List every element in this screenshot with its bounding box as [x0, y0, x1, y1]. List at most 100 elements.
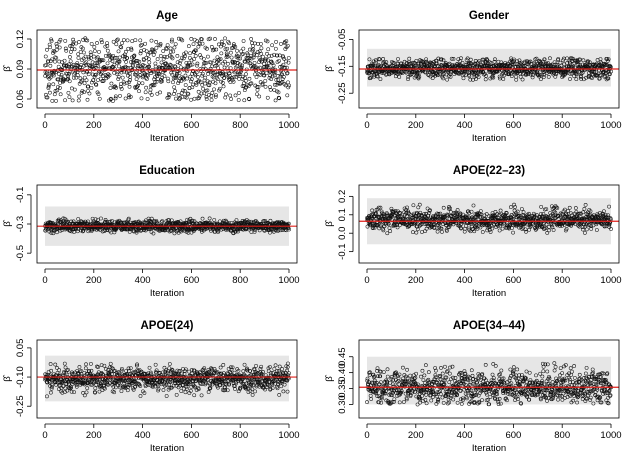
sample-point	[256, 85, 261, 89]
sample-point	[254, 363, 258, 368]
sample-point	[225, 388, 230, 393]
sample-point	[586, 223, 591, 227]
sample-point	[184, 50, 188, 55]
sample-point	[135, 362, 139, 367]
sample-point	[434, 61, 439, 66]
sample-point	[96, 92, 101, 96]
sample-point	[48, 45, 53, 50]
sample-point	[111, 39, 116, 44]
sample-point	[467, 72, 471, 77]
sample-point	[262, 73, 267, 78]
sample-point	[105, 44, 110, 48]
sample-point	[78, 76, 83, 81]
sample-point	[50, 57, 54, 62]
sample-point	[222, 75, 227, 80]
sample-point	[485, 58, 489, 62]
sample-point	[565, 56, 569, 61]
sample-point	[138, 73, 142, 77]
sample-point	[151, 231, 156, 236]
sample-point	[172, 92, 176, 96]
sample-point	[556, 57, 561, 61]
sample-point	[80, 46, 85, 51]
sample-point	[99, 216, 103, 221]
sample-point	[427, 208, 432, 213]
sample-point	[177, 97, 182, 102]
sample-point	[144, 77, 149, 81]
sample-point	[397, 75, 402, 79]
sample-point	[161, 57, 166, 61]
sample-point	[95, 55, 100, 60]
sample-point	[483, 77, 488, 82]
sample-point	[218, 219, 222, 224]
sample-point	[564, 211, 569, 216]
x-tick-label: 600	[183, 120, 199, 131]
sample-point	[132, 58, 137, 63]
sample-point	[542, 226, 547, 231]
sample-point	[190, 62, 195, 67]
sample-point	[370, 226, 375, 231]
sample-point	[235, 72, 240, 77]
sample-point	[435, 73, 440, 78]
panel-3: APOE(22–23)0 200 400 600 800 1000Iteration-0.…	[324, 165, 622, 299]
sample-point	[518, 215, 523, 220]
sample-point	[148, 87, 153, 92]
sample-point	[52, 70, 56, 75]
sample-point	[164, 61, 168, 66]
sample-point	[162, 74, 167, 79]
sample-point	[204, 60, 209, 65]
sample-point	[97, 389, 102, 394]
sample-point	[450, 63, 455, 67]
sample-point	[258, 65, 262, 70]
sample-point	[601, 213, 606, 218]
sample-point	[243, 385, 248, 390]
sample-point	[424, 59, 429, 64]
sample-point	[286, 80, 290, 85]
sample-point	[552, 60, 557, 65]
sample-point	[418, 58, 422, 63]
sample-point	[501, 77, 506, 81]
sample-point	[584, 222, 588, 227]
sample-point	[112, 390, 116, 395]
sample-point	[123, 96, 128, 101]
sample-point	[177, 71, 182, 75]
sample-point	[48, 362, 53, 366]
sample-point	[535, 224, 540, 229]
sample-point	[50, 98, 55, 103]
sample-point	[102, 220, 107, 225]
sample-point	[199, 37, 204, 42]
sample-point	[515, 209, 520, 214]
x-axis-label: Iteration	[472, 288, 506, 299]
sample-point	[510, 226, 514, 230]
sample-point	[48, 90, 52, 95]
sample-point	[466, 209, 470, 214]
sample-point	[49, 37, 53, 42]
sample-point	[113, 228, 118, 232]
sample-point	[569, 211, 573, 216]
sample-point	[81, 228, 86, 233]
sample-point	[192, 393, 197, 398]
sample-point	[278, 228, 283, 233]
sample-point	[69, 389, 74, 394]
sample-point	[59, 218, 63, 223]
sample-point	[478, 225, 483, 230]
sample-point	[173, 42, 178, 46]
sample-point	[172, 231, 177, 236]
sample-point	[111, 53, 116, 58]
sample-point	[377, 56, 381, 61]
sample-point	[175, 60, 180, 65]
sample-point	[120, 366, 124, 371]
sample-point	[286, 85, 291, 90]
sample-point	[581, 216, 586, 221]
sample-point	[206, 54, 210, 59]
x-tick-label: 1000	[278, 275, 299, 286]
sample-point	[126, 216, 131, 221]
sample-point	[71, 37, 75, 42]
sample-point	[205, 377, 210, 382]
sample-point	[213, 37, 217, 41]
sample-point	[461, 76, 466, 81]
sample-point	[252, 229, 257, 234]
sample-point	[133, 70, 138, 75]
sample-point	[533, 227, 538, 232]
sample-point	[248, 61, 253, 66]
sample-point	[53, 89, 58, 93]
